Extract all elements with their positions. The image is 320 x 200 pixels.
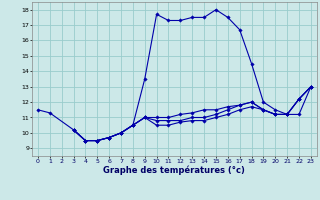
X-axis label: Graphe des températures (°c): Graphe des températures (°c) [103, 165, 245, 175]
